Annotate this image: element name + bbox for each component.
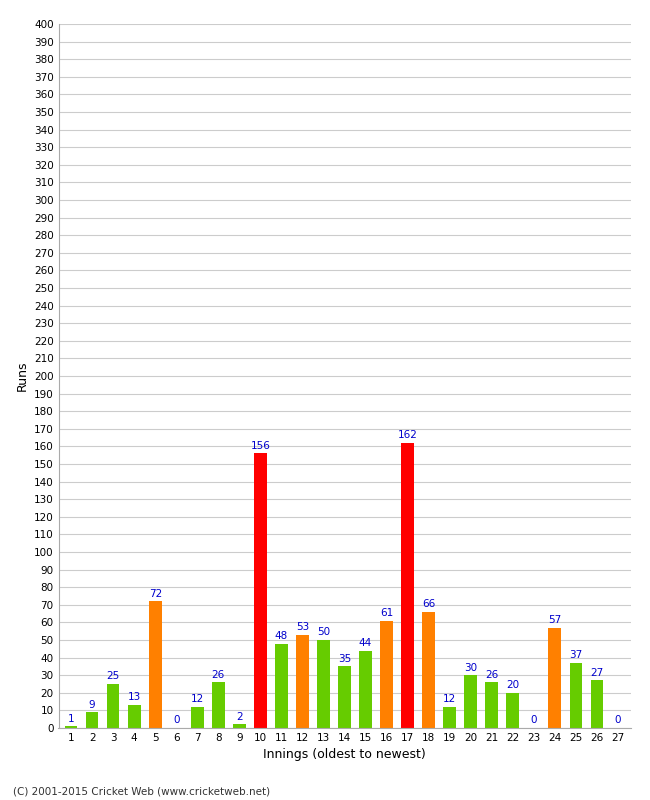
Text: 12: 12 (443, 694, 456, 704)
Text: 72: 72 (149, 589, 162, 598)
Bar (422, 612, 435, 728)
Text: 37: 37 (569, 650, 582, 660)
Text: 0: 0 (530, 715, 537, 726)
Bar (128, 705, 140, 728)
Text: 27: 27 (590, 668, 603, 678)
Bar (317, 640, 330, 728)
Text: 44: 44 (359, 638, 372, 648)
Text: 162: 162 (398, 430, 417, 440)
Bar (401, 443, 414, 728)
Text: 0: 0 (173, 715, 179, 726)
Bar (86, 712, 98, 728)
Text: (C) 2001-2015 Cricket Web (www.cricketweb.net): (C) 2001-2015 Cricket Web (www.cricketwe… (13, 786, 270, 796)
Bar (149, 602, 162, 728)
Text: 26: 26 (212, 670, 225, 679)
Bar (464, 675, 477, 728)
Text: 48: 48 (275, 631, 288, 641)
Text: 1: 1 (68, 714, 75, 723)
Bar (359, 650, 372, 728)
Text: 9: 9 (89, 699, 96, 710)
Y-axis label: Runs: Runs (16, 361, 29, 391)
Bar (338, 666, 351, 728)
Text: 50: 50 (317, 627, 330, 638)
Text: 20: 20 (506, 680, 519, 690)
Bar (65, 726, 77, 728)
Text: 2: 2 (236, 712, 242, 722)
Bar (486, 682, 498, 728)
Text: 13: 13 (127, 693, 141, 702)
Text: 25: 25 (107, 671, 120, 682)
Text: 156: 156 (250, 441, 270, 451)
Text: 26: 26 (485, 670, 499, 679)
Text: 66: 66 (422, 599, 436, 610)
Text: 61: 61 (380, 608, 393, 618)
Bar (275, 643, 288, 728)
Bar (380, 621, 393, 728)
Bar (506, 693, 519, 728)
Bar (569, 663, 582, 728)
Bar (212, 682, 225, 728)
Text: 30: 30 (464, 662, 477, 673)
Bar (591, 681, 603, 728)
Bar (233, 725, 246, 728)
Bar (191, 707, 203, 728)
X-axis label: Innings (oldest to newest): Innings (oldest to newest) (263, 749, 426, 762)
Bar (254, 454, 266, 728)
Bar (296, 634, 309, 728)
Bar (549, 628, 561, 728)
Text: 35: 35 (338, 654, 351, 664)
Bar (107, 684, 120, 728)
Bar (443, 707, 456, 728)
Text: 0: 0 (615, 715, 621, 726)
Text: 57: 57 (548, 615, 562, 625)
Text: 53: 53 (296, 622, 309, 632)
Text: 12: 12 (190, 694, 204, 704)
